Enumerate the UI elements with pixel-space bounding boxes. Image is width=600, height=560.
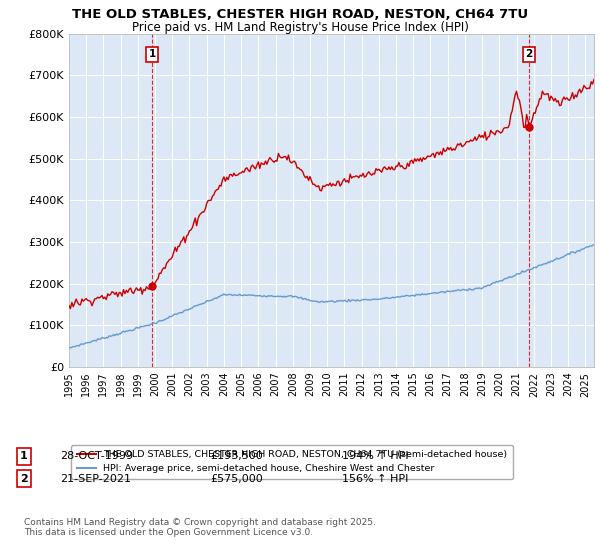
Text: £193,500: £193,500 — [210, 451, 263, 461]
Text: 194% ↑ HPI: 194% ↑ HPI — [342, 451, 409, 461]
Text: Contains HM Land Registry data © Crown copyright and database right 2025.
This d: Contains HM Land Registry data © Crown c… — [24, 518, 376, 538]
Text: 2: 2 — [526, 49, 533, 59]
Text: 1: 1 — [20, 451, 28, 461]
Text: 2: 2 — [20, 474, 28, 484]
Text: 28-OCT-1999: 28-OCT-1999 — [60, 451, 133, 461]
Text: 156% ↑ HPI: 156% ↑ HPI — [342, 474, 409, 484]
Text: THE OLD STABLES, CHESTER HIGH ROAD, NESTON, CH64 7TU: THE OLD STABLES, CHESTER HIGH ROAD, NEST… — [72, 8, 528, 21]
Text: Price paid vs. HM Land Registry's House Price Index (HPI): Price paid vs. HM Land Registry's House … — [131, 21, 469, 34]
Legend: THE OLD STABLES, CHESTER HIGH ROAD, NESTON, CH64 7TU (semi-detached house), HPI:: THE OLD STABLES, CHESTER HIGH ROAD, NEST… — [71, 445, 513, 479]
Text: £575,000: £575,000 — [210, 474, 263, 484]
Text: 1: 1 — [148, 49, 155, 59]
Text: 21-SEP-2021: 21-SEP-2021 — [60, 474, 131, 484]
